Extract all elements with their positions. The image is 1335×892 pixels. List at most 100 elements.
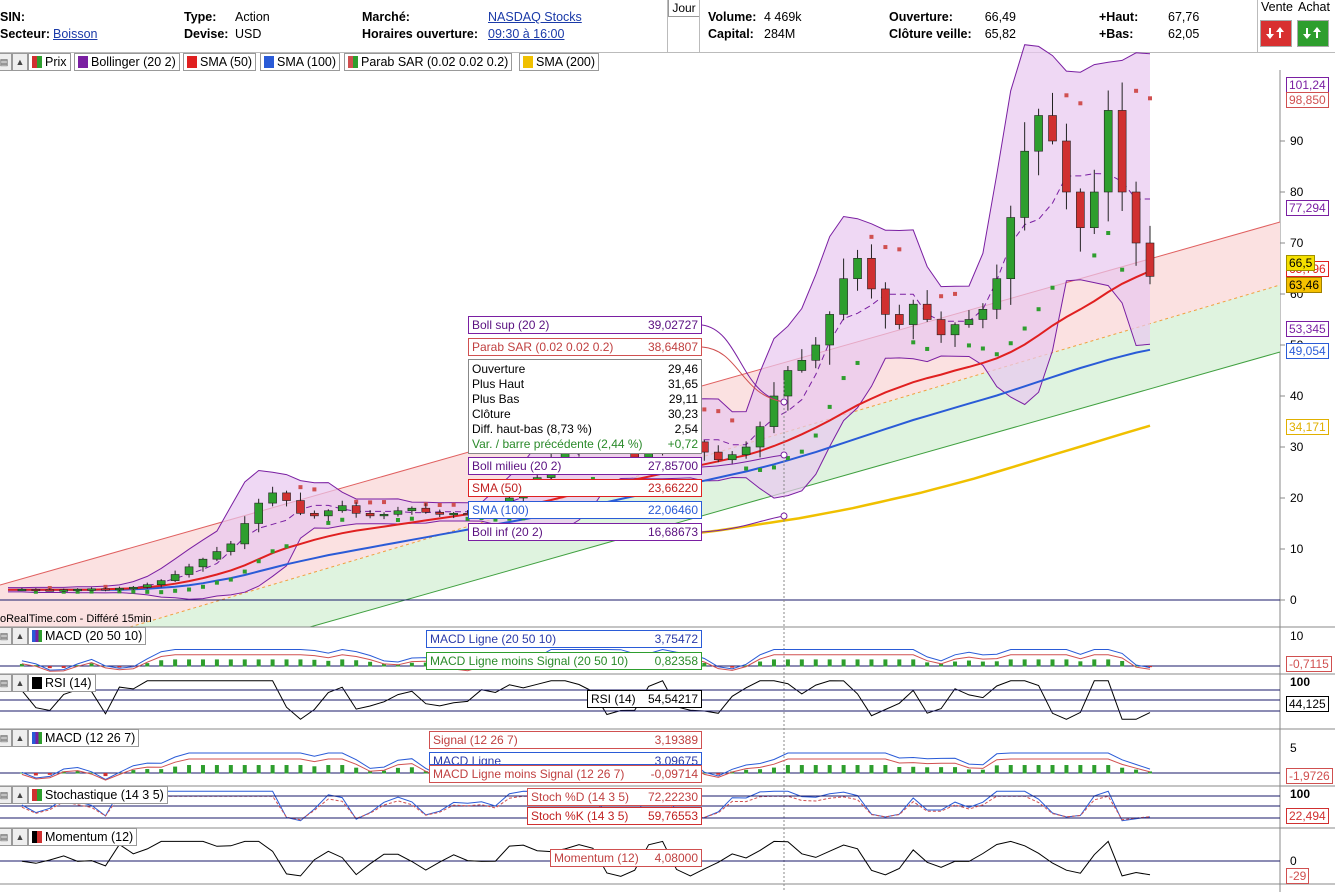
panel-menu-button[interactable]: ▤: [0, 674, 12, 692]
sar-dot: [200, 584, 205, 589]
macd-swatch-icon: [32, 630, 42, 642]
histogram-bar: [270, 765, 275, 774]
tooltip-connector: [701, 515, 785, 533]
panel-up-button[interactable]: ▲: [12, 729, 28, 747]
sar-dot: [284, 544, 289, 549]
histogram-bar: [298, 659, 303, 667]
market-link[interactable]: NASDAQ Stocks: [488, 10, 582, 24]
panel-tick-label: 0: [1290, 854, 1297, 868]
ohlc-label: Plus Haut: [472, 377, 525, 391]
panel-label-macd1[interactable]: MACD (20 50 10): [28, 627, 147, 645]
sar-dot: [89, 589, 94, 594]
sar-dot: [298, 485, 303, 490]
candle-body: [881, 288, 890, 315]
sar-dot: [897, 247, 902, 252]
legend-item-sma50[interactable]: SMA (50): [183, 53, 257, 71]
tooltip-label: Stoch %K (14 3 5): [531, 809, 629, 823]
histogram-bar: [897, 659, 902, 667]
histogram-bar: [771, 767, 776, 774]
sar-dot: [228, 577, 233, 582]
candle-body: [1020, 150, 1029, 218]
candle-body: [226, 543, 236, 552]
panel-label-macd2[interactable]: MACD (12 26 7): [28, 729, 140, 747]
high-label: +Haut:: [1099, 10, 1139, 24]
legend-label: SMA (50): [200, 55, 253, 69]
panel-label-momentum[interactable]: Momentum (12): [28, 828, 138, 846]
candle-body: [811, 344, 821, 361]
y-tick-label: 90: [1290, 134, 1304, 148]
histogram-bar: [911, 766, 916, 774]
ohlc-label: Var. / barre précédente (2,44 %): [472, 437, 643, 451]
candle-body: [198, 558, 208, 568]
panel-up-button[interactable]: ▲: [12, 674, 28, 692]
panel-title: Stochastique (14 3 5): [45, 788, 164, 802]
y-tick-label: 20: [1290, 491, 1304, 505]
sar-dot: [1120, 267, 1125, 272]
panel-up-button[interactable]: ▲: [12, 627, 28, 645]
buy-button[interactable]: [1297, 20, 1329, 47]
histogram-bar: [813, 765, 818, 774]
sar-dot: [131, 589, 136, 594]
candle-body: [1145, 242, 1155, 277]
panel-up-button[interactable]: ▲: [12, 53, 28, 71]
panel-up-button[interactable]: ▲: [12, 828, 28, 846]
panel-label-stochastic[interactable]: Stochastique (14 3 5): [28, 786, 168, 804]
histogram-bar: [89, 772, 94, 774]
sma200-swatch-icon: [523, 56, 533, 68]
panel-menu-button[interactable]: ▤: [0, 828, 12, 846]
histogram-bar: [771, 659, 776, 667]
candle-body: [1131, 191, 1141, 244]
histogram-bar: [716, 773, 721, 775]
histogram-bar: [980, 661, 985, 667]
histogram-bar: [326, 660, 331, 667]
candle-body: [1048, 115, 1057, 142]
sar-dot: [1064, 93, 1069, 98]
legend-item-bollinger[interactable]: Bollinger (20 2): [74, 53, 180, 71]
panel-label-rsi[interactable]: RSI (14): [28, 674, 96, 692]
histogram-bar: [382, 663, 387, 667]
candle-body: [421, 507, 431, 513]
legend-label: Prix: [45, 55, 67, 69]
panel-menu-button[interactable]: ▤: [0, 729, 12, 747]
sar-dot: [340, 517, 345, 522]
sar-dot: [911, 340, 916, 345]
sell-button[interactable]: [1260, 20, 1292, 47]
tooltip-boll-inf: Boll inf (20 2) 16,68673: [468, 523, 702, 541]
sar-dot: [409, 516, 414, 521]
panel-title: RSI (14): [45, 676, 92, 690]
sar-dot: [883, 245, 888, 250]
tooltip-value: 3,09675: [654, 754, 698, 765]
hours-link[interactable]: 09:30 à 16:00: [488, 27, 565, 41]
panel-up-button[interactable]: ▲: [12, 786, 28, 804]
period-button[interactable]: Jour: [668, 0, 700, 17]
panel-menu-button[interactable]: ▤: [0, 627, 12, 645]
candle-body: [351, 505, 361, 514]
histogram-bar: [61, 666, 66, 668]
panel-title: MACD (12 26 7): [45, 731, 136, 745]
candle-body: [895, 314, 904, 325]
candle-body: [825, 314, 834, 346]
axis-value-boll-low: 53,345: [1286, 321, 1329, 337]
candle-body: [867, 257, 876, 290]
histogram-bar: [1022, 765, 1027, 774]
histogram-bar: [966, 660, 971, 667]
open-value: 66,49: [984, 10, 1016, 24]
panel-menu-button[interactable]: ▤: [0, 786, 12, 804]
sar-dot: [75, 589, 80, 594]
sell-label: Vente: [1261, 0, 1293, 14]
sar-dot: [451, 502, 456, 507]
histogram-bar: [785, 765, 790, 774]
panel-menu-button[interactable]: ▤: [0, 53, 12, 71]
hours-label: Horaires ouverture:: [362, 27, 479, 41]
tooltip-label: Boll sup (20 2): [472, 318, 550, 332]
candle-body: [1103, 110, 1113, 193]
ohlc-value: 30,23: [667, 407, 698, 421]
legend-item-prix[interactable]: Prix: [28, 53, 71, 71]
histogram-bar: [827, 765, 832, 774]
legend-item-sar[interactable]: Parab SAR (0.02 0.02 0.2): [344, 53, 513, 71]
ohlc-value: 31,65: [667, 377, 698, 391]
sector-link[interactable]: Boisson: [53, 27, 98, 41]
capital-label: Capital:: [708, 27, 754, 41]
legend-item-sma200[interactable]: SMA (200): [519, 53, 600, 71]
legend-item-sma100[interactable]: SMA (100): [260, 53, 341, 71]
